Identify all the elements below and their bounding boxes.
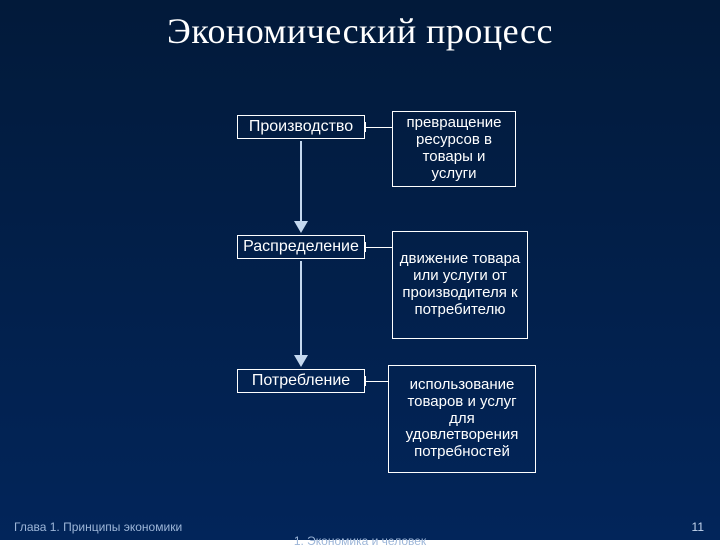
- connector-h: [365, 381, 388, 382]
- arrow-down-icon: [293, 261, 309, 367]
- stage-desc-consumption: использование товаров и услуг для удовле…: [388, 365, 536, 473]
- stage-node-consumption: Потребление: [237, 369, 365, 393]
- process-diagram: Производство превращение ресурсов в това…: [0, 115, 720, 500]
- stage-label: Потребление: [252, 372, 350, 390]
- stage-desc-text: превращение ресурсов в товары и услуги: [399, 115, 509, 182]
- connector-tick: [392, 242, 393, 252]
- connector-h: [365, 247, 392, 248]
- footer-page-number: 11: [692, 520, 704, 534]
- connector-tick: [365, 122, 366, 132]
- stage-label: Производство: [249, 118, 353, 136]
- footer-section: 1. Экономика и человек: [294, 534, 426, 548]
- connector-tick: [365, 242, 366, 252]
- connector-tick: [365, 376, 366, 386]
- connector-tick: [388, 376, 389, 386]
- stage-desc-production: превращение ресурсов в товары и услуги: [392, 111, 516, 187]
- stage-desc-distribution: движение товара или услуги от производит…: [392, 231, 528, 339]
- footer-chapter: Глава 1. Принципы экономики: [14, 520, 182, 534]
- connector-tick: [392, 122, 393, 132]
- slide-title: Экономический процесс: [0, 10, 720, 52]
- stage-desc-text: движение товара или услуги от производит…: [399, 251, 521, 318]
- stage-node-production: Производство: [237, 115, 365, 139]
- stage-desc-text: использование товаров и услуг для удовле…: [395, 377, 529, 461]
- connector-h: [365, 127, 392, 128]
- stage-label: Распределение: [243, 238, 359, 256]
- stage-node-distribution: Распределение: [237, 235, 365, 259]
- arrow-down-icon: [293, 141, 309, 233]
